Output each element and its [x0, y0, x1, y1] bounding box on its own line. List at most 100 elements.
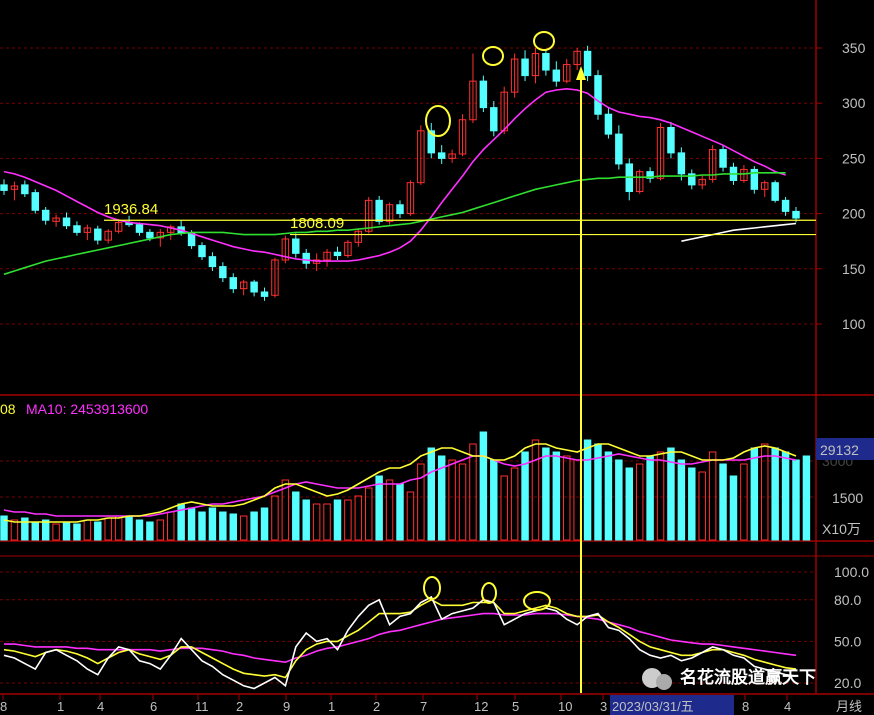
candle-body — [427, 130, 435, 154]
candle-body — [41, 209, 50, 221]
volume-bar — [229, 513, 237, 541]
x-axis-label: 2 — [373, 699, 380, 714]
candle-body — [406, 182, 415, 215]
candle-body — [542, 53, 550, 71]
volume-bar — [219, 511, 227, 541]
volume-bar — [0, 515, 8, 541]
candle-body — [740, 168, 748, 181]
candle-body — [781, 199, 790, 212]
candle-body — [219, 266, 227, 279]
period-label: 月线 — [836, 699, 862, 714]
price-axis-label: 250 — [842, 150, 866, 166]
candle-body — [250, 281, 258, 293]
volume-bars — [0, 431, 811, 541]
volume-bar — [510, 467, 519, 541]
peak-circle-1 — [425, 105, 451, 137]
volume-bar — [521, 451, 529, 541]
x-axis-label: 4 — [784, 699, 791, 714]
candle-body — [302, 252, 310, 264]
osc-circle-1 — [423, 576, 441, 600]
volume-bar — [135, 519, 144, 541]
volume-bar — [448, 459, 456, 541]
volume-bar — [94, 521, 102, 541]
volume-bar — [62, 521, 71, 541]
volume-moving-averages — [3, 443, 797, 523]
peak-circle-3 — [533, 31, 555, 51]
watermark: 名花流股道赢天下 — [642, 667, 816, 690]
osc-circle-2 — [481, 582, 497, 604]
x-axis: 8 1 4 6 11 2 9 1 2 7 12 5 10 3 8 4 — [0, 694, 791, 714]
volume-bar — [365, 487, 373, 541]
volume-bar — [41, 519, 50, 541]
volume-bar — [239, 515, 248, 541]
candle-body — [688, 173, 696, 186]
support-levels — [104, 219, 816, 236]
volume-bar — [802, 455, 811, 541]
candle-body — [531, 53, 540, 77]
candle-body — [594, 75, 602, 115]
volume-bar — [552, 451, 561, 541]
volume-bar — [354, 495, 363, 541]
volume-bar — [208, 507, 217, 541]
candle-body — [239, 281, 248, 290]
ma-white-line — [681, 222, 797, 242]
candle-body — [792, 210, 800, 219]
volume-bar — [604, 451, 613, 541]
candle-body — [10, 185, 19, 190]
volume-bar — [146, 521, 154, 541]
candle-body — [417, 130, 425, 184]
candle-body — [198, 245, 206, 258]
osc-axis-label: 100.0 — [834, 564, 869, 580]
candle-body — [146, 231, 154, 239]
candle-body — [458, 119, 467, 155]
candle-body — [448, 153, 456, 159]
volume-bar — [667, 447, 675, 541]
candle-body — [750, 168, 759, 190]
candle-body — [771, 182, 779, 201]
level-low-label: 1808.09 — [290, 215, 344, 232]
volume-bar — [531, 439, 540, 541]
candle-body — [583, 50, 592, 77]
volume-bar — [563, 455, 571, 541]
price-axis-label: 300 — [842, 95, 866, 111]
price-axis: 350 300 250 200 150 100 — [816, 40, 866, 332]
volume-bar — [500, 475, 508, 541]
volume-bar — [740, 463, 748, 541]
candle-body — [323, 251, 331, 261]
osc-yellow-line — [3, 598, 797, 679]
volume-bar — [396, 483, 404, 541]
candle-body — [656, 126, 665, 179]
volume-bar — [771, 447, 779, 541]
cursor-date-box — [610, 695, 734, 715]
x-axis-label: 1 — [57, 699, 64, 714]
osc-axis: 100.0 80.0 50.0 20.0 — [834, 564, 869, 691]
x-axis-label: 6 — [150, 699, 157, 714]
candle-body — [344, 241, 352, 257]
candle-body — [333, 251, 342, 257]
candle-body — [271, 259, 279, 296]
candle-body — [604, 113, 613, 135]
candle-body — [615, 133, 623, 165]
price-axis-label: 100 — [842, 316, 866, 332]
volume-bar — [156, 519, 165, 541]
volume-ma-yellow-line — [3, 443, 797, 523]
volume-bar — [271, 495, 279, 541]
volume-highlight-box — [816, 438, 874, 460]
x-axis-label: 4 — [97, 699, 104, 714]
candle-body — [500, 91, 508, 132]
volume-bar — [479, 431, 488, 541]
candle-body — [365, 199, 373, 232]
candle-body — [396, 204, 404, 215]
x-axis-label: 8 — [742, 699, 749, 714]
candle-body — [646, 171, 654, 179]
volume-bar — [646, 455, 654, 541]
x-axis-label: 3 — [600, 699, 607, 714]
volume-legend-prefix: 08 — [0, 401, 16, 417]
candle-body — [667, 126, 675, 154]
volume-bar — [761, 443, 769, 541]
x-axis-label: 8 — [0, 699, 7, 714]
candle-body — [31, 192, 39, 211]
volume-bar — [292, 491, 300, 541]
candle-body — [281, 238, 290, 261]
